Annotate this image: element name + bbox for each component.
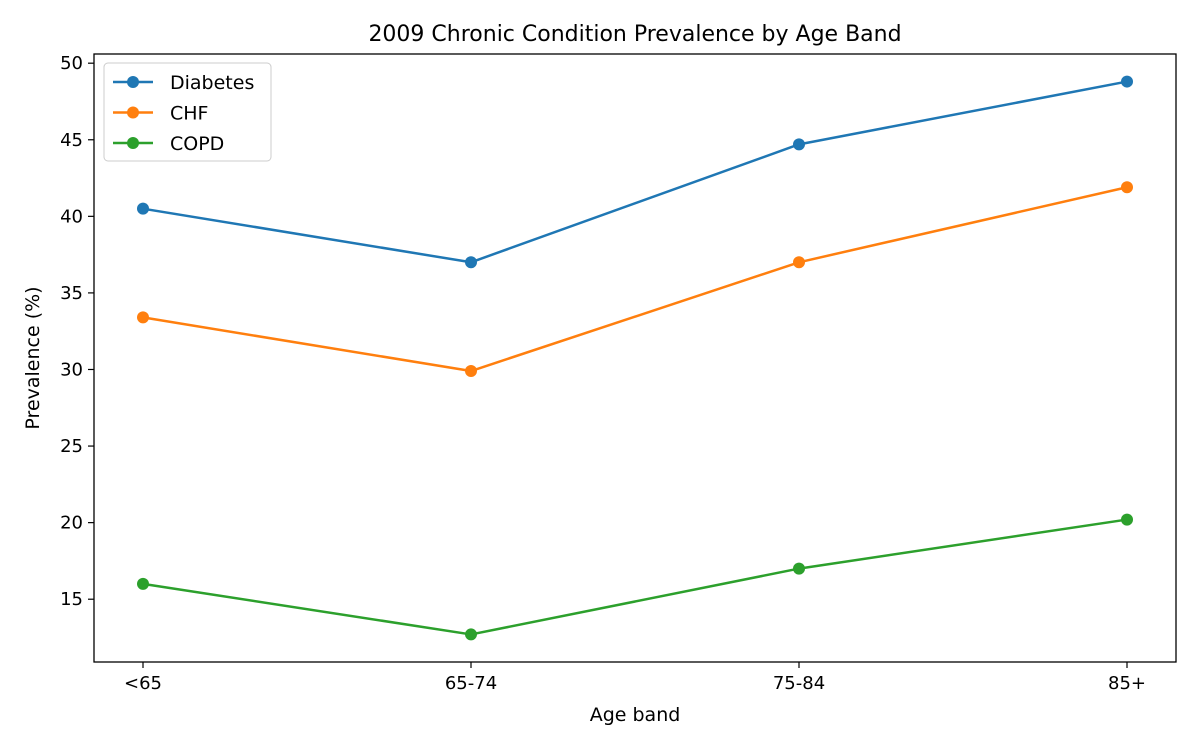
data-point [793,256,805,269]
x-axis-title: Age band [590,704,681,726]
y-tick-label: 15 [60,589,83,610]
legend-marker [127,76,139,88]
series-chf [137,181,1133,378]
series-line [142,186,1128,373]
legend-label: COPD [170,133,224,155]
legend-box [103,62,272,162]
y-tick-label: 50 [60,53,83,74]
y-tick-label: 20 [60,513,83,534]
legend-marker [127,106,139,119]
legend-label: CHF [170,103,208,125]
series-line [142,518,1128,636]
chart-title: 2009 Chronic Condition Prevalence by Age… [368,22,901,47]
y-tick-label: 30 [60,359,83,380]
data-point [465,628,477,641]
data-point [137,311,149,324]
x-tick-label: 85+ [1108,673,1146,694]
x-tick-label: <65 [124,673,162,694]
data-point [1121,75,1133,88]
data-point [465,365,477,378]
data-point [137,202,149,215]
legend: Diabetes CHF COPD [103,62,272,162]
data-point [1121,513,1133,526]
y-tick-label: 45 [60,130,83,151]
y-tick-label: 35 [60,283,83,304]
legend-label: Diabetes [170,72,254,94]
y-axis-ticks: 15 20 25 30 35 40 45 50 [60,53,94,610]
legend-marker [127,137,139,149]
x-tick-label: 75-84 [773,673,825,694]
series-layer [137,75,1133,641]
y-tick-label: 25 [60,436,83,457]
x-axis-ticks: <65 65-74 75-84 85+ [124,662,1146,694]
y-tick-label: 40 [60,206,83,227]
series-copd [137,513,1133,641]
series-line [142,80,1128,264]
data-point [1121,181,1133,194]
data-point [465,256,477,269]
plot-frame [93,53,1177,663]
data-point [137,577,149,590]
x-tick-label: 65-74 [445,673,497,694]
data-point [793,562,805,575]
y-axis-title: Prevalence (%) [22,286,44,429]
data-point [793,138,805,151]
series-diabetes [137,75,1133,269]
